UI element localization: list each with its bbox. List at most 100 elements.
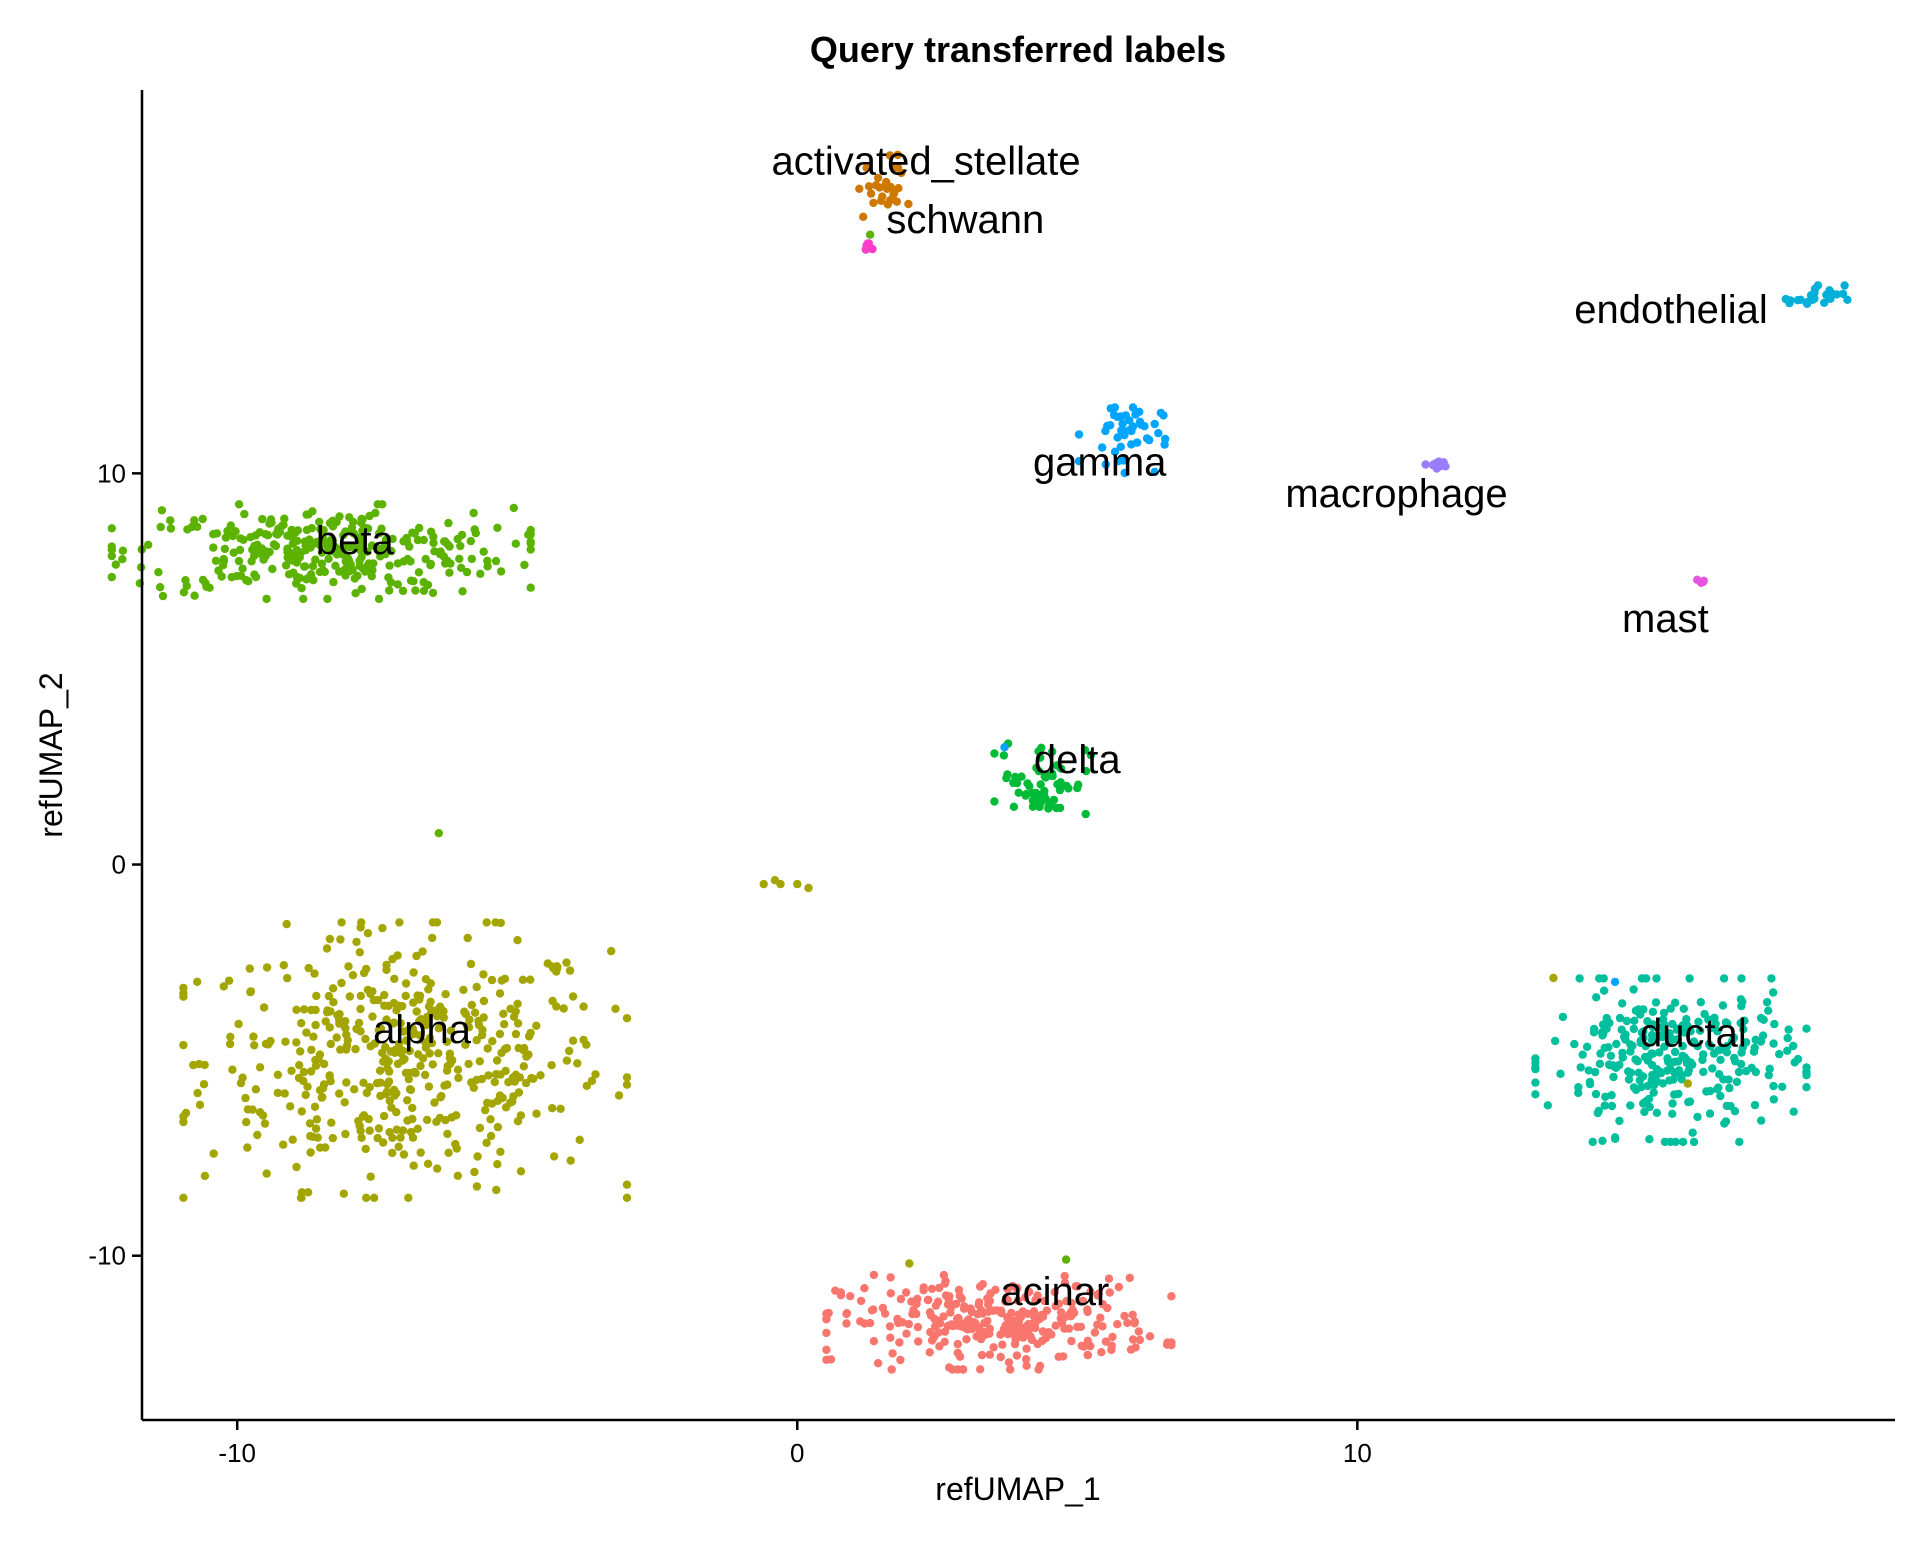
point-ductal [1778, 1082, 1787, 1092]
point-alpha [243, 1143, 252, 1152]
point-outlier [434, 829, 443, 838]
point-ductal [1666, 1004, 1675, 1013]
point-alpha [446, 1026, 456, 1035]
point-beta [493, 523, 502, 532]
point-ductal [1685, 1097, 1695, 1106]
point-ductal [1599, 1029, 1608, 1039]
point-acinar [952, 1299, 961, 1309]
point-ductal [1591, 1089, 1601, 1099]
point-beta [378, 500, 387, 509]
point-alpha [591, 1070, 600, 1079]
point-alpha [374, 1124, 384, 1133]
point-alpha [396, 1048, 406, 1058]
point-beta [234, 500, 244, 509]
point-alpha [328, 984, 338, 993]
point-acinar [886, 1333, 895, 1342]
point-alpha [473, 1152, 482, 1161]
point-alpha [492, 1185, 501, 1195]
point-alpha [366, 1042, 375, 1051]
point-gamma [1131, 410, 1140, 419]
point-beta [491, 556, 501, 566]
point-acinar [939, 1270, 949, 1280]
point-beta [349, 529, 359, 538]
point-alpha [474, 1016, 483, 1026]
point-acinar [989, 1343, 998, 1352]
point-acinar [985, 1324, 994, 1333]
point-alpha [179, 1193, 188, 1203]
point-acinar [1078, 1296, 1088, 1306]
point-acinar [869, 1305, 878, 1314]
point-acinar [1060, 1271, 1069, 1281]
point-gamma [1161, 434, 1170, 444]
point-alpha [511, 1029, 521, 1039]
point-acinar [1120, 1311, 1129, 1321]
point-ductal [1713, 1027, 1722, 1036]
point-beta [351, 589, 360, 598]
point-beta [428, 588, 438, 598]
point-alpha [442, 1066, 452, 1075]
point-acinar [1125, 1273, 1135, 1283]
point-beta [300, 562, 309, 571]
point-ductal [1604, 1060, 1614, 1069]
point-alpha [241, 1093, 250, 1103]
point-alpha [396, 1019, 405, 1028]
point-alpha [234, 1019, 243, 1029]
point-alpha [488, 1037, 497, 1046]
point-beta [483, 562, 492, 571]
point-ductal [1802, 1024, 1811, 1033]
point-gamma [1150, 419, 1159, 429]
point-acinar [822, 1328, 831, 1338]
point-acinar [822, 1345, 831, 1355]
point-acinar [856, 1296, 866, 1306]
point-alpha [361, 1144, 370, 1154]
point-acinar [935, 1342, 944, 1351]
point-alpha [199, 1080, 209, 1089]
point-activated-stellate [855, 184, 864, 193]
point-alpha [310, 1102, 320, 1112]
point-alpha [381, 1054, 390, 1063]
point-acinar [1001, 1297, 1010, 1306]
point-beta [297, 584, 306, 593]
point-alpha [516, 1111, 526, 1120]
point-alpha [253, 1130, 262, 1140]
point-gamma [1113, 412, 1122, 422]
point-beta [312, 537, 322, 547]
point-alpha [259, 1003, 269, 1012]
point-beta [330, 542, 339, 551]
point-endothelial [1840, 281, 1849, 290]
y-tick-label: 10 [97, 458, 126, 488]
point-beta [255, 549, 265, 558]
point-beta [182, 581, 191, 591]
point-beta [280, 514, 289, 523]
point-activated-stellate [885, 151, 895, 160]
point-alpha [251, 1085, 261, 1094]
point-acinar [1107, 1341, 1116, 1350]
point-beta [262, 594, 271, 604]
point-alpha [255, 1108, 265, 1117]
point-beta [339, 531, 348, 540]
point-alpha [286, 1102, 295, 1111]
point-beta [229, 548, 238, 557]
point-alpha [614, 1091, 624, 1100]
point-alpha [526, 1028, 535, 1038]
point-ductal [1576, 1063, 1585, 1072]
point-alpha [422, 1115, 432, 1125]
point-ductal [1756, 1013, 1766, 1023]
point-acinar [1004, 1358, 1014, 1367]
point-ductal [1802, 1063, 1811, 1072]
point-beta [456, 563, 466, 572]
point-beta [419, 586, 429, 595]
point-ductal [1671, 1137, 1680, 1147]
point-beta [179, 588, 189, 597]
point-alpha [506, 1004, 515, 1013]
point-alpha [462, 1021, 472, 1031]
point-alpha [622, 1180, 632, 1189]
point-delta [1036, 780, 1045, 789]
point-alpha [295, 1061, 304, 1070]
point-beta [455, 554, 464, 563]
point-beta [347, 523, 357, 532]
point-alpha [492, 1056, 502, 1065]
point-alpha [390, 974, 399, 983]
point-beta [462, 567, 472, 577]
point-acinar [846, 1292, 855, 1301]
